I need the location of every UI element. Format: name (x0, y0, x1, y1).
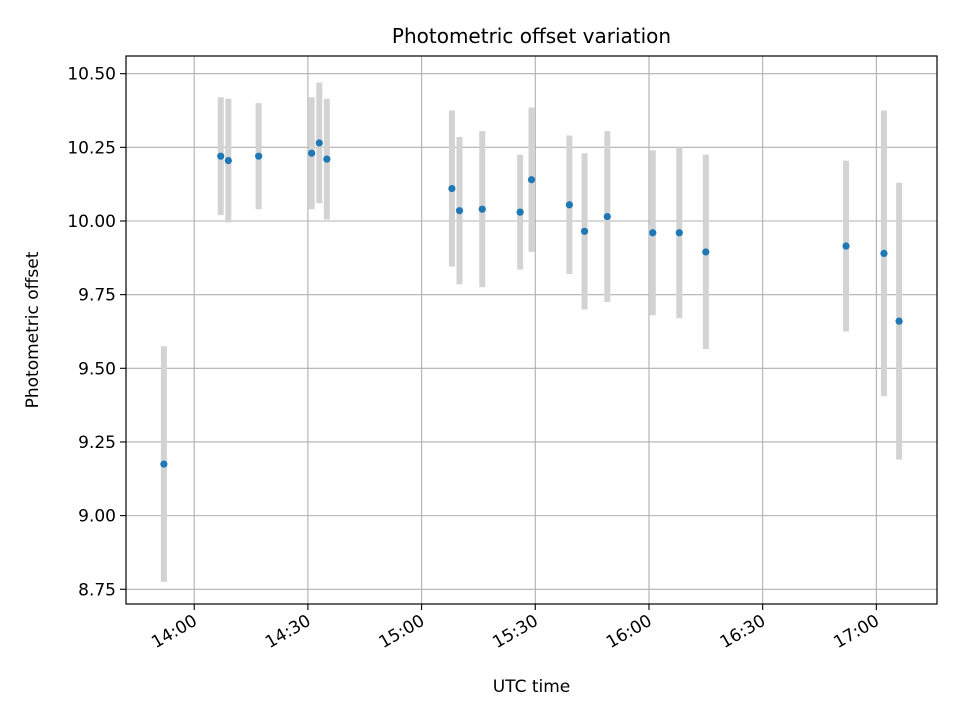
data-point (308, 149, 316, 157)
data-point (255, 152, 263, 160)
y-tick-label: 9.50 (78, 359, 116, 379)
data-point (315, 139, 323, 147)
y-axis-title: Photometric offset (23, 251, 43, 408)
x-axis-title: UTC time (493, 677, 571, 697)
y-tick-label: 9.75 (78, 286, 116, 306)
data-point (565, 201, 573, 209)
data-point (649, 229, 657, 237)
error-bars (160, 82, 903, 582)
x-tick-label: 15:30 (489, 611, 541, 653)
data-point (580, 227, 589, 235)
data-points (160, 139, 903, 468)
x-tick-label: 16:00 (603, 611, 655, 653)
x-axis-ticks: 14:00 14:30 15:00 15:30 16:00 16:30 17:00 (148, 604, 883, 653)
data-point (527, 176, 536, 184)
y-tick-label: 10.00 (67, 212, 116, 232)
y-tick-label: 10.50 (67, 65, 116, 85)
data-point (675, 229, 683, 237)
data-point (842, 242, 850, 250)
y-axis-ticks: 8.75 9.00 9.25 9.50 9.75 10.00 10.25 10.50 (67, 65, 126, 600)
x-tick-label: 16:30 (717, 611, 769, 653)
y-tick-label: 8.75 (78, 580, 116, 600)
y-tick-label: 9.00 (78, 507, 116, 527)
data-point (160, 460, 168, 468)
data-point (702, 248, 710, 256)
data-point (224, 156, 232, 165)
y-tick-label: 9.25 (78, 433, 116, 453)
data-point (455, 207, 464, 215)
x-tick-label: 17:00 (830, 611, 882, 653)
data-point (217, 152, 225, 160)
x-tick-label: 14:30 (262, 611, 314, 653)
data-point (448, 184, 456, 193)
data-point (880, 249, 888, 257)
y-tick-label: 10.25 (67, 138, 116, 158)
data-point (895, 317, 903, 325)
plot-frame (125, 55, 938, 605)
data-point (516, 208, 524, 216)
data-point (603, 212, 611, 221)
x-tick-label: 15:00 (376, 611, 428, 653)
data-point (478, 205, 486, 213)
data-point (323, 155, 331, 163)
chart-title: Photometric offset variation (392, 24, 671, 48)
x-tick-label: 14:00 (148, 611, 200, 653)
